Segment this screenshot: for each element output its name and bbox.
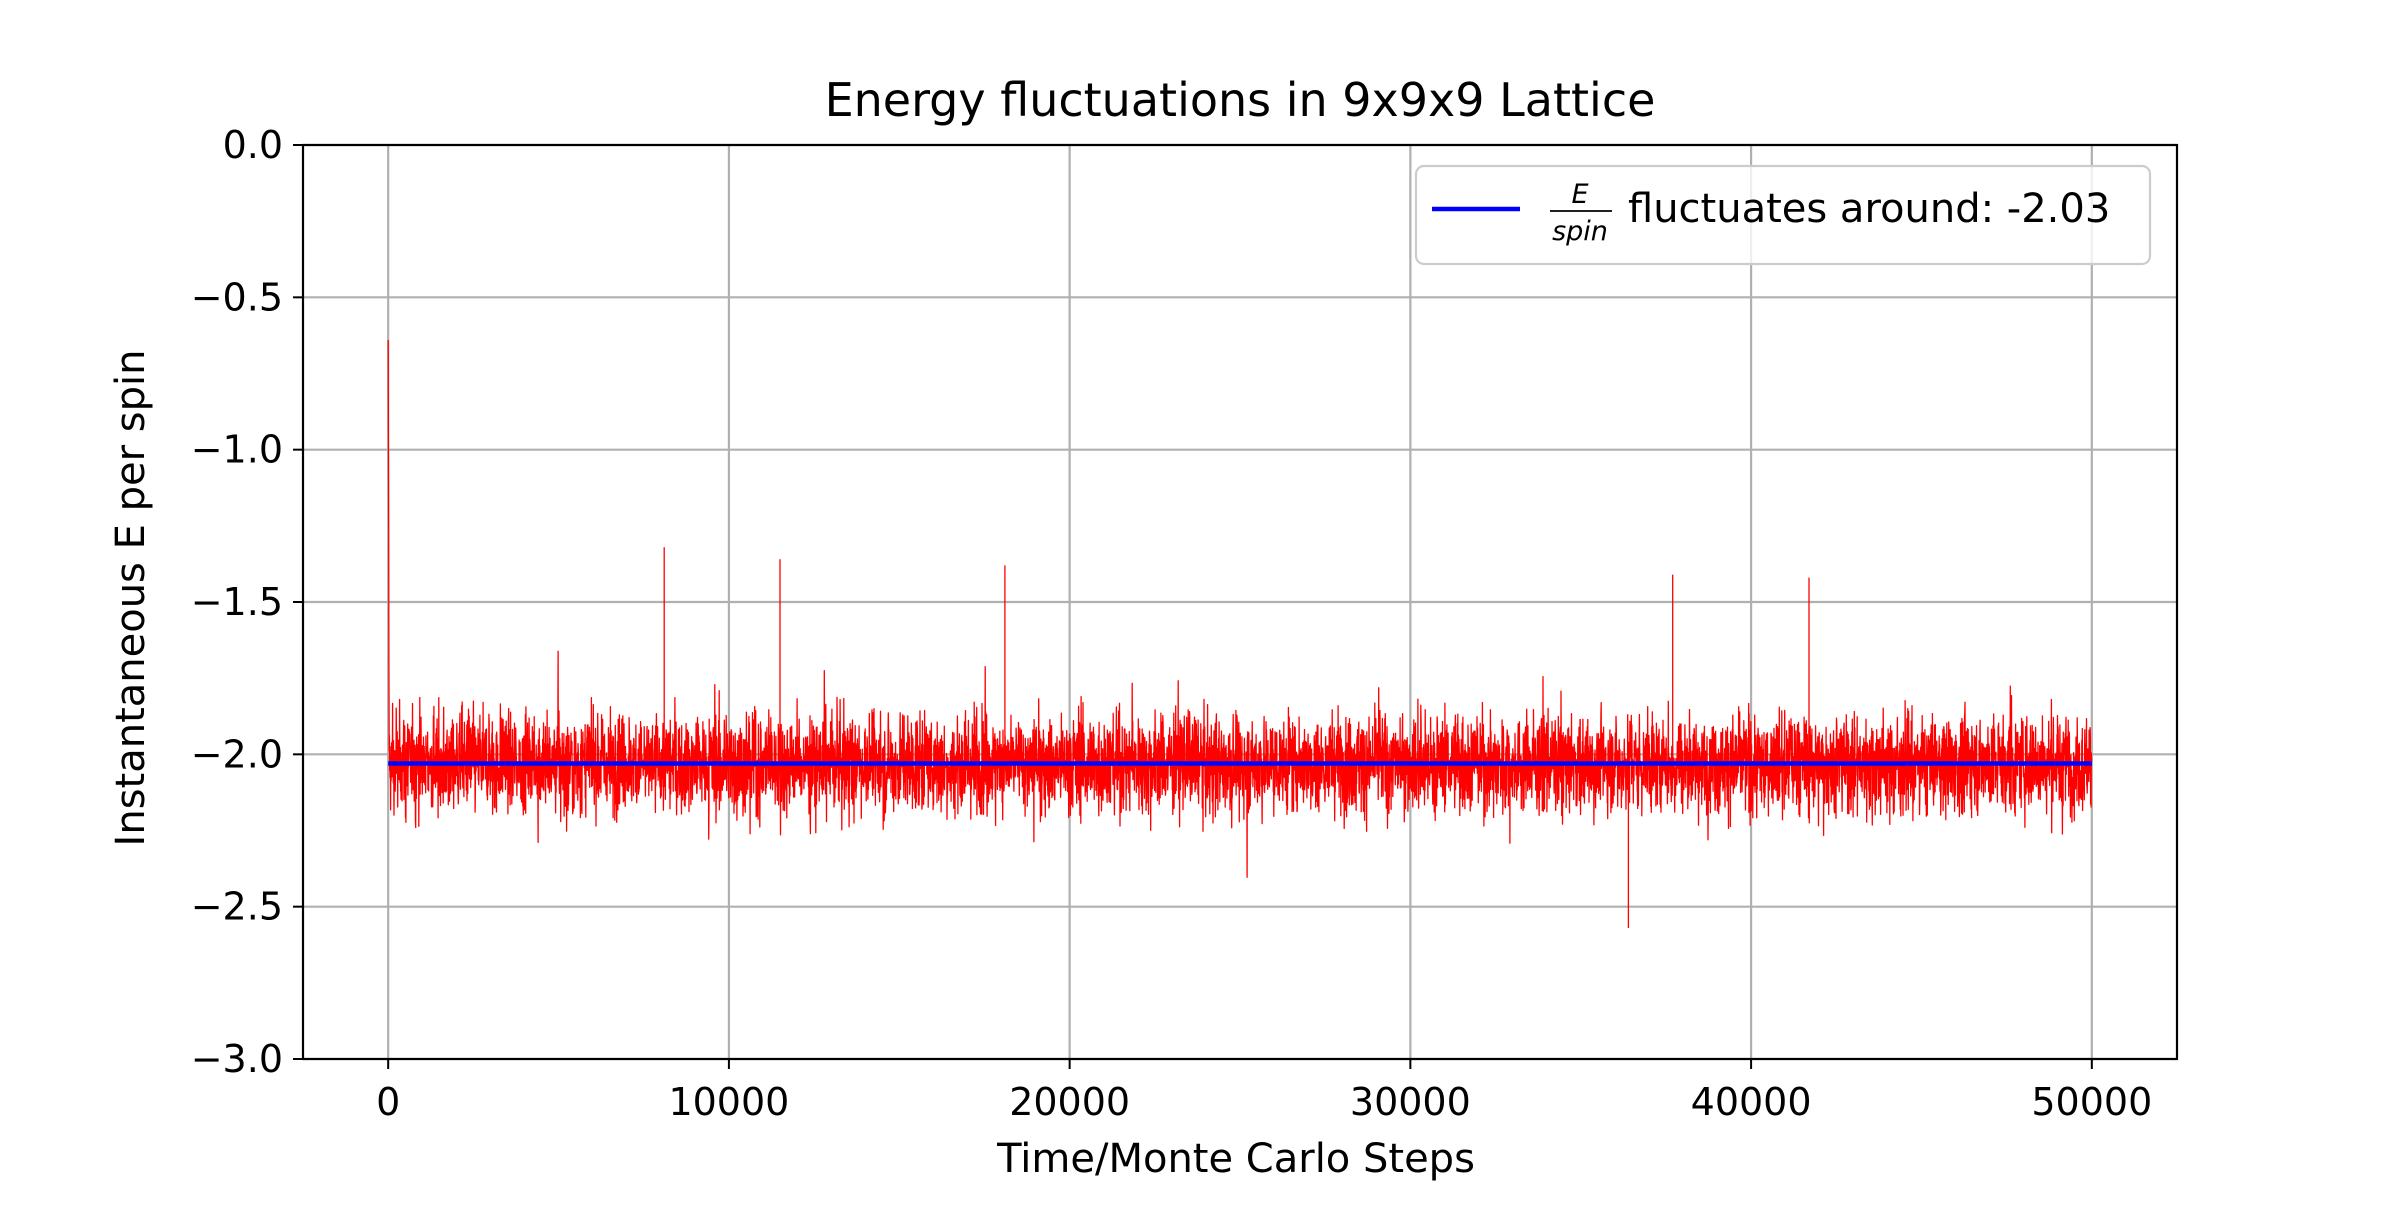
x-tick-label: 50000 (2031, 1080, 2152, 1124)
x-tick-label: 0 (376, 1080, 400, 1124)
plot-data (387, 339, 2093, 928)
x-axis-label: Time/Monte Carlo Steps (996, 1136, 1475, 1182)
legend-fraction-numerator: E (1571, 179, 1588, 210)
chart-title: Energy fluctuations in 9x9x9 Lattice (825, 73, 1656, 127)
energy-series-line (387, 339, 2093, 928)
y-axis-label: Instantaneous E per spin (108, 350, 154, 847)
x-tick-label: 20000 (1009, 1080, 1130, 1124)
y-tick-label: −3.0 (191, 1037, 283, 1081)
x-tick-label: 30000 (1350, 1080, 1471, 1124)
y-tick-label: 0.0 (223, 123, 283, 167)
legend-label: fluctuates around: -2.03 (1628, 186, 2110, 232)
y-tick-label: −2.5 (191, 885, 283, 929)
y-tick-label: −2.0 (191, 732, 283, 776)
legend-box (1414, 164, 2152, 266)
y-tick-label: −1.0 (191, 428, 283, 472)
legend: E spin fluctuates around: -2.03 (1414, 164, 2152, 266)
legend-fraction-denominator: spin (1552, 216, 1608, 247)
x-tick-label: 40000 (1691, 1080, 1812, 1124)
y-tick-label: −0.5 (191, 275, 283, 319)
y-tick-label: −1.5 (191, 580, 283, 624)
x-tick-label: 10000 (668, 1080, 789, 1124)
ticks: 0 10000 20000 30000 40000 50000 0.0 −0.5 −1.0 −1.… (191, 123, 2153, 1124)
